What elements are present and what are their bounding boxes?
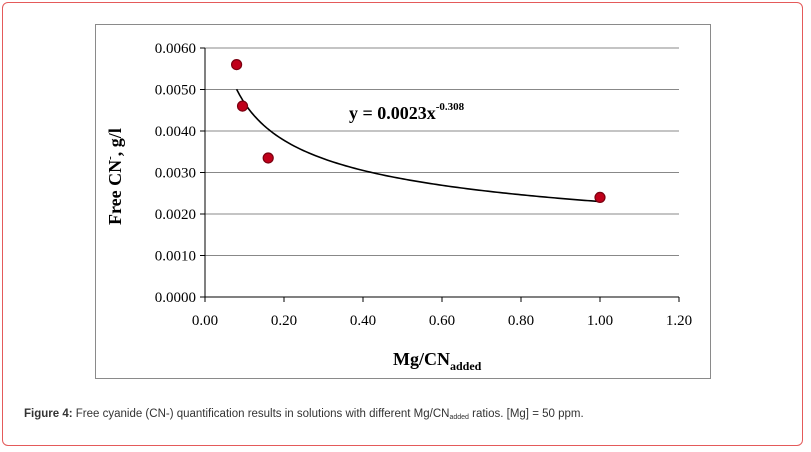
x-axis-label-sub: added <box>450 359 482 373</box>
axes <box>200 47 680 302</box>
x-tick-label: 0.60 <box>429 313 455 329</box>
y-tick-label: 0.0000 <box>155 290 196 306</box>
y-axis-label-unit: , g/l <box>105 128 125 156</box>
data-points <box>231 58 606 203</box>
y-tick-label: 0.0030 <box>155 166 196 182</box>
caption-text: Free cyanide (CN-) quantification result… <box>72 408 450 420</box>
figure-frame <box>2 2 803 446</box>
data-point <box>594 191 606 203</box>
data-point <box>231 58 243 71</box>
x-axis-label-main: Mg/CN <box>393 349 450 369</box>
x-tick-labels: 0.00 0.20 0.40 0.60 0.80 1.00 1.20 <box>192 313 692 329</box>
y-axis-label-main: Free CN <box>105 160 125 225</box>
y-tick-label: 0.0040 <box>155 124 196 140</box>
x-tick-label: 1.00 <box>587 313 613 329</box>
x-axis-label: Mg/CNadded <box>393 349 482 373</box>
x-tick-label: 0.20 <box>271 313 297 329</box>
equation-exponent: -0.308 <box>436 101 465 113</box>
caption-text-end: ratios. [Mg] = 50 ppm. <box>468 408 584 420</box>
trendline-equation: y = 0.0023x-0.308 <box>349 101 465 123</box>
y-tick-labels: 0.0000 0.0010 0.0020 0.0030 0.0040 0.0050 0.00… <box>155 41 196 306</box>
y-tick-label: 0.0010 <box>155 249 196 265</box>
x-tick-label: 0.40 <box>350 313 376 329</box>
grid-lines <box>205 47 679 256</box>
y-axis-label: Free CN-, g/l <box>104 128 125 225</box>
caption-subscript: added <box>449 414 469 421</box>
y-tick-label: 0.0060 <box>155 41 196 57</box>
caption-label: Figure 4: <box>24 408 73 420</box>
x-tick-label: 0.00 <box>192 313 218 329</box>
y-axis-label-sup: - <box>104 156 116 160</box>
data-point <box>262 152 274 164</box>
data-point <box>236 100 249 112</box>
y-tick-label: 0.0020 <box>155 207 196 223</box>
trendline <box>235 88 601 203</box>
equation-main: y = 0.0023x <box>349 103 436 123</box>
chart-area <box>95 24 711 379</box>
x-tick-label: 0.80 <box>508 313 534 329</box>
x-tick-label: 1.20 <box>666 313 692 329</box>
figure-caption: Figure 4: Free cyanide (CN-) quantificat… <box>24 408 584 421</box>
y-tick-label: 0.0050 <box>155 83 196 99</box>
